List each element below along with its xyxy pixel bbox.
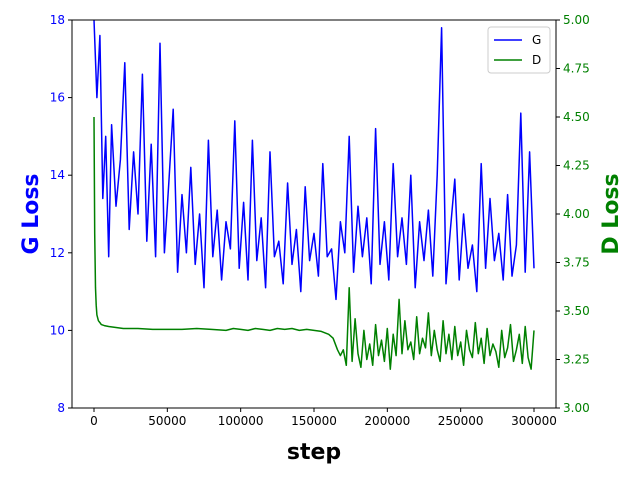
x-tick-label: 50000 (148, 414, 186, 428)
left-y-tick-label: 18 (50, 13, 65, 27)
right-y-tick-label: 5.00 (563, 13, 590, 27)
x-axis-title: step (287, 440, 341, 465)
x-tick-label: 250000 (438, 414, 484, 428)
left-y-tick-label: 12 (50, 246, 65, 260)
legend-box (487, 26, 551, 74)
left-y-tick-label: 8 (57, 401, 65, 415)
x-axis: 0 50000 100000 150000 200000 250000 300000 (90, 408, 557, 428)
series-g-group (93, 19, 535, 301)
x-tick-label: 300000 (511, 414, 557, 428)
x-tick-label: 100000 (218, 414, 264, 428)
x-tick-label: 200000 (364, 414, 410, 428)
right-y-axis: 3.00 3.25 3.50 3.75 4.00 4.25 4.50 4.75 5.00 (556, 13, 590, 415)
series-line-g (93, 19, 535, 301)
right-y-tick-label: 3.50 (563, 304, 590, 318)
left-y-axis: 8 10 12 14 16 18 (50, 13, 72, 415)
x-tick-label: 150000 (291, 414, 337, 428)
series-d-group (93, 116, 535, 370)
series-line-d (93, 116, 535, 370)
x-tick-label: 0 (90, 414, 98, 428)
right-y-tick-label: 4.50 (563, 110, 590, 124)
legend-label-d: D (532, 53, 541, 67)
right-y-tick-label: 4.25 (563, 159, 590, 173)
left-y-axis-title: G Loss (19, 173, 44, 254)
legend: G D (487, 26, 551, 74)
right-y-axis-title: D Loss (599, 173, 624, 254)
right-y-tick-label: 3.75 (563, 256, 590, 270)
right-y-tick-label: 4.00 (563, 207, 590, 221)
right-y-tick-label: 3.25 (563, 353, 590, 367)
left-y-tick-label: 16 (50, 91, 65, 105)
right-y-tick-label: 3.00 (563, 401, 590, 415)
left-y-tick-label: 14 (50, 168, 65, 182)
legend-label-g: G (532, 33, 541, 47)
left-y-tick-label: 10 (50, 323, 65, 337)
right-y-tick-label: 4.75 (563, 62, 590, 76)
